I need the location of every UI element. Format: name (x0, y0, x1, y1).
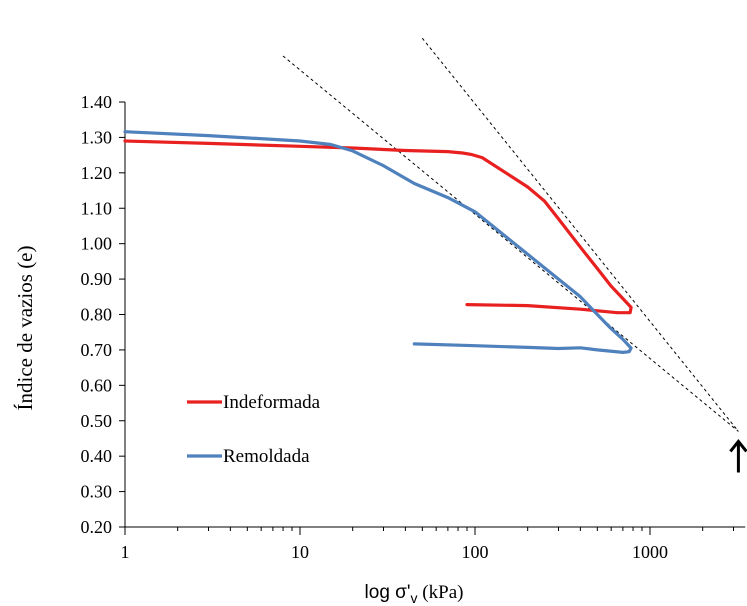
y-tick-label: 0.80 (81, 305, 113, 325)
legend-label-indeformada: Indeformada (223, 392, 321, 413)
arrow-up-icon (729, 439, 747, 473)
y-tick-label: 0.20 (81, 517, 113, 537)
y-tick-label: 1.20 (81, 163, 113, 183)
y-tick-label: 1.40 (81, 92, 113, 112)
y-tick-label: 0.90 (81, 269, 113, 289)
y-tick-label: 0.60 (81, 375, 113, 395)
series-lines (123, 130, 633, 354)
legend: Indeformada Remoldada (187, 392, 321, 467)
y-tick-label: 0.30 (81, 482, 113, 502)
tick-labels: 0.20 0.30 0.40 0.50 0.60 0.70 0.80 0.90 1.00 1.10… (81, 92, 669, 562)
annotations (729, 439, 747, 473)
x-tick-label: 10 (291, 542, 309, 562)
legend-label-remoldada: Remoldada (223, 446, 310, 467)
reference-lines (282, 37, 739, 432)
y-tick-label: 1.30 (81, 127, 113, 147)
reference-line (282, 55, 739, 432)
y-axis-title: Índice de vazios (e) (13, 245, 37, 410)
y-tick-label: 1.10 (81, 198, 113, 218)
reference-line (421, 37, 739, 432)
y-tick-label: 0.40 (81, 446, 113, 466)
x-tick-label: 1000 (632, 542, 668, 562)
axes (119, 101, 746, 535)
x-tick-label: 100 (462, 542, 489, 562)
series-line-indeformada (123, 139, 633, 315)
y-tick-label: 0.70 (81, 340, 113, 360)
y-tick-label: 0.50 (81, 411, 113, 431)
series-line-remoldada (123, 130, 633, 354)
x-axis-title: log σ'v (kPa) (365, 582, 464, 606)
y-tick-label: 1.00 (81, 234, 113, 254)
x-tick-label: 1 (121, 542, 130, 562)
